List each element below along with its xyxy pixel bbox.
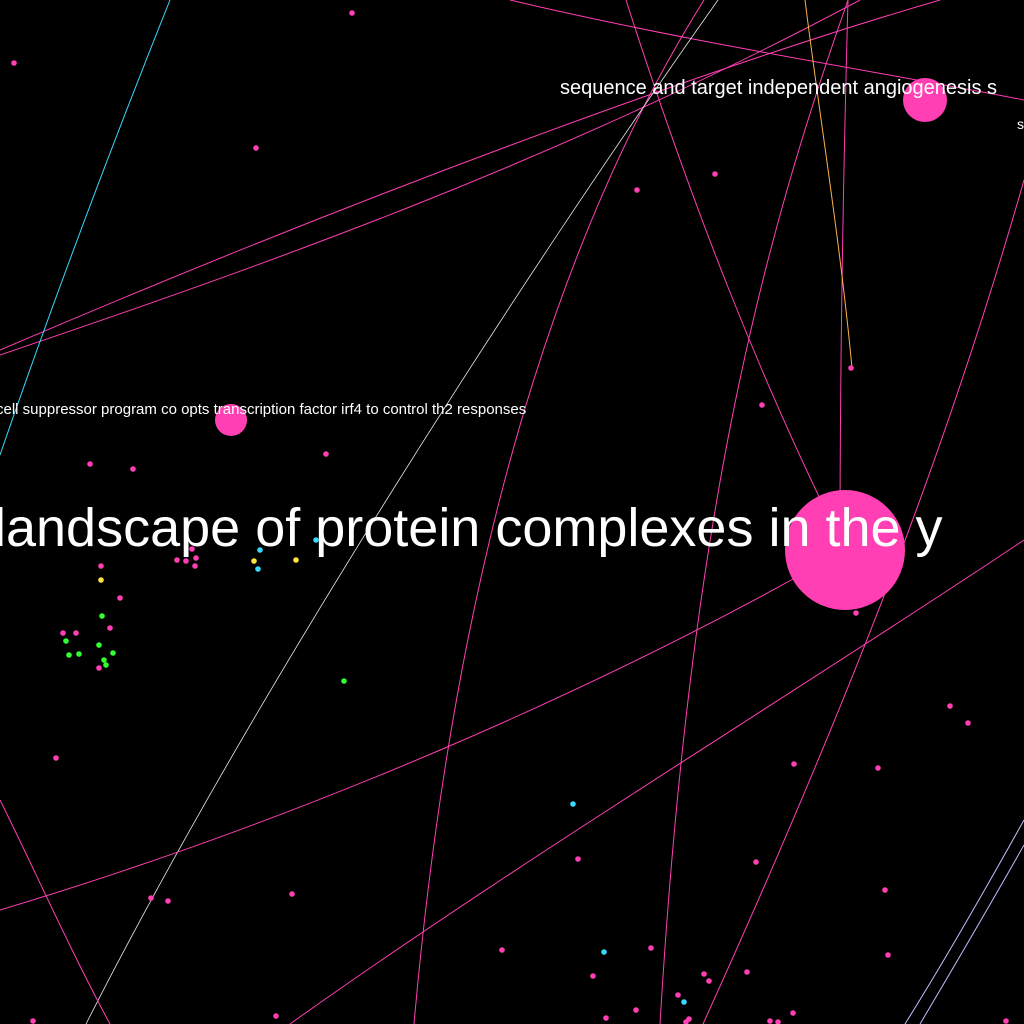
edge-4	[625, 0, 846, 551]
node-label-angiogenesis: sequence and target independent angiogen…	[560, 77, 998, 99]
edge-1	[0, 0, 861, 356]
graph-node-36	[853, 610, 859, 616]
graph-node-19	[174, 557, 180, 563]
graph-node-57	[675, 992, 681, 998]
graph-node-46	[289, 891, 295, 897]
graph-node-11	[257, 547, 263, 553]
graph-node-1	[11, 60, 17, 66]
graph-node-59	[633, 1007, 639, 1013]
graph-node-6	[759, 402, 765, 408]
graph-node-50	[601, 949, 607, 955]
graph-node-43	[575, 856, 581, 862]
graph-node-17	[192, 563, 198, 569]
graph-node-21	[98, 577, 104, 583]
graph-node-40	[791, 761, 797, 767]
graph-node-9	[130, 466, 136, 472]
graph-node-53	[744, 969, 750, 975]
node-label-irf4-th2: cell suppressor program co opts transcri…	[0, 401, 527, 418]
graph-node-23	[99, 613, 105, 619]
graph-node-3	[634, 187, 640, 193]
graph-node-34	[96, 665, 102, 671]
edge-13	[0, 799, 111, 1024]
node-label-fragment: s	[1017, 116, 1024, 132]
node-label-protein-complexes: landscape of protein complexes in the y	[0, 498, 943, 558]
graph-node-55	[706, 978, 712, 984]
graph-node-44	[753, 859, 759, 865]
graph-node-39	[965, 720, 971, 726]
graph-node-33	[103, 662, 109, 668]
graph-node-35	[341, 678, 347, 684]
graph-node-63	[683, 1019, 689, 1024]
graph-node-52	[885, 952, 891, 958]
graph-node-47	[148, 895, 154, 901]
graph-node-8	[87, 461, 93, 467]
edge-0	[0, 0, 941, 351]
graph-node-2	[253, 145, 259, 151]
graph-node-42	[570, 801, 576, 807]
graph-node-51	[648, 945, 654, 951]
edge-15	[919, 844, 1024, 1024]
graph-node-48	[165, 898, 171, 904]
edge-6	[804, 0, 853, 369]
edge-5	[839, 0, 849, 551]
graph-node-27	[63, 638, 69, 644]
graph-node-65	[775, 1019, 781, 1024]
graph-node-60	[273, 1013, 279, 1019]
edge-9	[0, 0, 171, 456]
graph-node-25	[60, 630, 66, 636]
graph-node-15	[189, 546, 195, 552]
graph-node-45	[882, 887, 888, 893]
graph-node-38	[947, 703, 953, 709]
graph-node-49	[499, 947, 505, 953]
edge-2	[509, 0, 1024, 101]
graph-node-10	[313, 537, 319, 543]
graph-node-58	[681, 999, 687, 1005]
graph-node-12	[251, 558, 257, 564]
graph-node-61	[603, 1015, 609, 1021]
edge-14	[904, 819, 1024, 1024]
hub-node-protein-complexes	[785, 490, 905, 610]
graph-node-7	[323, 451, 329, 457]
graph-nodes	[11, 10, 1009, 1024]
graph-node-20	[98, 563, 104, 569]
graph-node-26	[73, 630, 79, 636]
edge-10	[0, 549, 846, 911]
graph-node-41	[875, 765, 881, 771]
graph-node-37	[53, 755, 59, 761]
graph-node-67	[1003, 1018, 1009, 1024]
hub-node-irf4-th2	[215, 404, 247, 436]
graph-node-30	[66, 652, 72, 658]
graph-node-66	[790, 1010, 796, 1016]
hub-node-angiogenesis	[903, 78, 947, 122]
graph-node-16	[193, 555, 199, 561]
edge-12	[289, 539, 1024, 1024]
graph-node-32	[101, 657, 107, 663]
graph-node-24	[107, 625, 113, 631]
graph-node-54	[701, 971, 707, 977]
graph-node-5	[848, 365, 854, 371]
graph-node-28	[96, 642, 102, 648]
graph-node-18	[183, 558, 189, 564]
graph-node-4	[712, 171, 718, 177]
graph-node-13	[255, 566, 261, 572]
graph-node-68	[30, 1018, 36, 1024]
graph-node-0	[349, 10, 355, 16]
graph-node-56	[590, 973, 596, 979]
edge-3	[659, 0, 849, 1024]
graph-node-22	[117, 595, 123, 601]
graph-node-14	[293, 557, 299, 563]
graph-node-29	[110, 650, 116, 656]
graph-node-64	[767, 1018, 773, 1024]
edge-8	[85, 0, 719, 1024]
graph-node-31	[76, 651, 82, 657]
